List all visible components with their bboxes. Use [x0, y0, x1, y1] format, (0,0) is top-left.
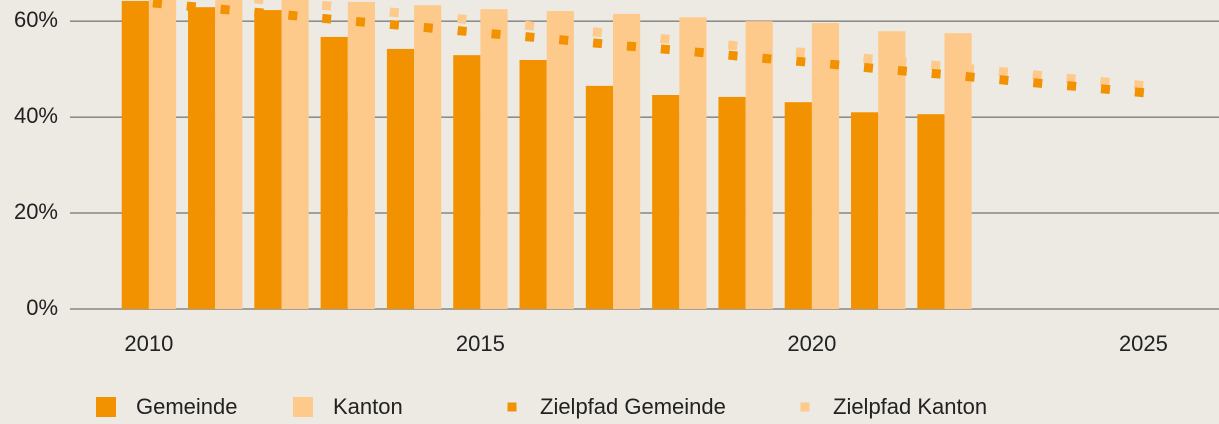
bar — [652, 95, 680, 309]
y-tick-label: 40% — [14, 103, 58, 128]
bar — [254, 10, 282, 309]
legend-label: Gemeinde — [136, 394, 238, 419]
legend-swatch — [96, 397, 116, 417]
x-tick-label: 2015 — [456, 331, 505, 356]
legend-swatch — [800, 402, 810, 412]
bar — [453, 55, 481, 309]
bar — [121, 0, 149, 309]
bar — [745, 21, 773, 309]
legend-label: Kanton — [333, 394, 403, 419]
bar — [281, 0, 309, 309]
bar — [917, 114, 945, 309]
x-tick-label: 2020 — [787, 331, 836, 356]
legend-swatch — [507, 402, 517, 412]
legend-label: Zielpfad Gemeinde — [540, 394, 726, 419]
bar — [718, 96, 746, 309]
bar — [784, 102, 812, 309]
bar — [878, 31, 906, 309]
bar — [320, 36, 348, 309]
bar — [480, 9, 508, 309]
y-tick-label: 20% — [14, 199, 58, 224]
bar — [613, 13, 641, 309]
x-tick-label: 2025 — [1119, 331, 1168, 356]
bar — [679, 17, 707, 309]
bar — [386, 48, 415, 309]
bar — [148, 0, 177, 309]
x-tick-label: 2010 — [124, 331, 173, 356]
bar — [585, 85, 614, 309]
legend-label: Zielpfad Kanton — [833, 394, 987, 419]
legend-swatch — [293, 397, 313, 417]
bar — [215, 0, 243, 309]
bar — [188, 7, 216, 309]
bar — [347, 1, 375, 309]
bar — [414, 5, 442, 309]
bar — [851, 112, 879, 309]
bar — [811, 23, 840, 309]
bar — [519, 59, 547, 309]
y-tick-label: 60% — [14, 7, 58, 32]
plot-area — [121, 0, 1148, 309]
labels: 0% 20% 40% 60% 2010 2015 2020 2025 Gemeinde Kanto… — [14, 7, 1168, 419]
y-tick-label: 0% — [26, 295, 58, 320]
bar — [546, 11, 574, 309]
